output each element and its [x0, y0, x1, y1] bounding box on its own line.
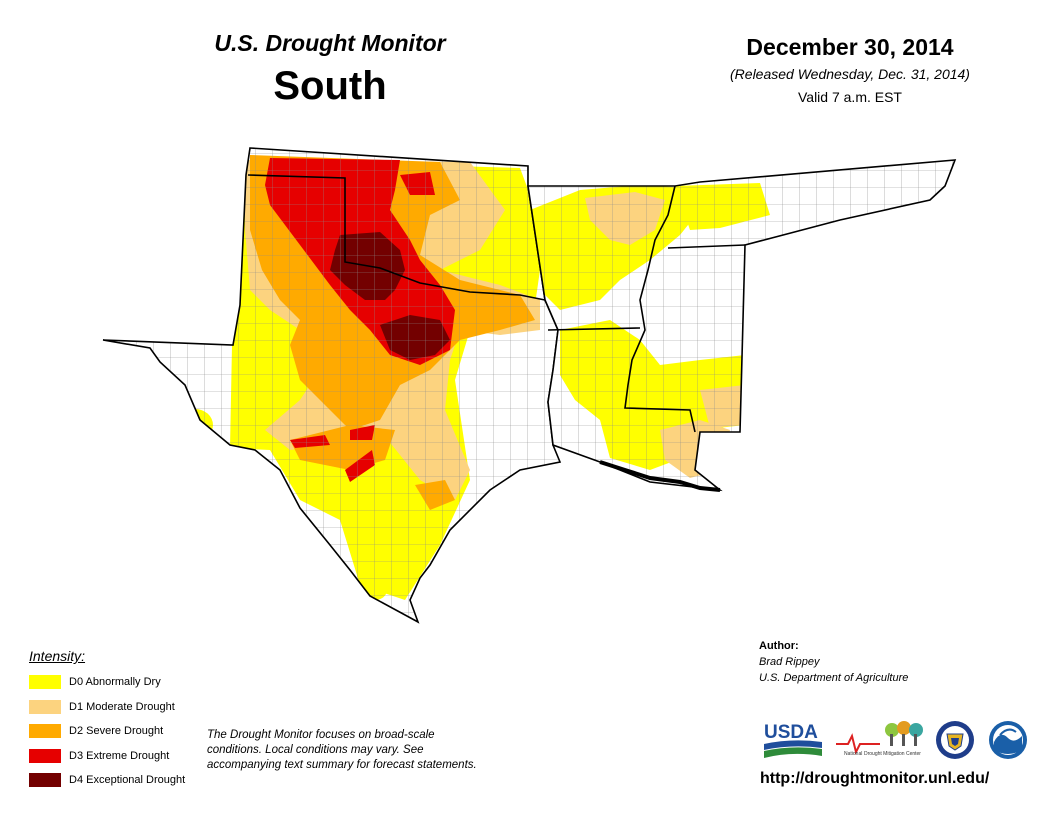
- release-date: (Released Wednesday, Dec. 31, 2014): [730, 66, 970, 82]
- drought-map: [102, 147, 957, 624]
- legend-item-d3: D3 Extreme Drought: [29, 748, 169, 764]
- website-link[interactable]: http://droughtmonitor.unl.edu/: [760, 770, 990, 787]
- legend-item-d2: D2 Severe Drought: [29, 723, 163, 739]
- usda-logo-text: USDA: [764, 722, 818, 743]
- author-name: Brad Rippey: [759, 656, 820, 668]
- ndmc-logo-text-2: Drought Mitigation Center: [864, 751, 921, 757]
- noaa-logo: [989, 721, 1027, 759]
- legend-label-d0: D0 Abnormally Dry: [69, 676, 161, 688]
- legend-swatch-d4: [29, 773, 61, 787]
- disclaimer-note: The Drought Monitor focuses on broad-sca…: [207, 729, 477, 771]
- legend-swatch-d2: [29, 724, 61, 738]
- ndmc-logo: National Drought Mitigation Center: [836, 721, 923, 757]
- usda-logo: USDA: [764, 722, 822, 758]
- commerce-seal-logo: [936, 721, 974, 759]
- legend-swatch-d1: [29, 700, 61, 714]
- legend-swatch-d0: [29, 675, 61, 689]
- legend-label-d2: D2 Severe Drought: [69, 725, 164, 737]
- valid-time: Valid 7 a.m. EST: [797, 89, 902, 105]
- legend-item-d4: D4 Exceptional Drought: [29, 772, 185, 788]
- ndmc-logo-text-1: National: [844, 751, 862, 757]
- author-label: Author:: [759, 640, 799, 652]
- legend-label-d3: D3 Extreme Drought: [69, 750, 170, 762]
- legend-item-d1: D1 Moderate Drought: [29, 699, 175, 715]
- legend-label-d4: D4 Exceptional Drought: [69, 774, 186, 786]
- region-title: South: [273, 64, 387, 108]
- author-org: U.S. Department of Agriculture: [759, 672, 909, 684]
- map-date: December 30, 2014: [746, 34, 954, 60]
- legend-item-d0: D0 Abnormally Dry: [29, 674, 161, 690]
- legend-swatch-d3: [29, 749, 61, 763]
- product-title: U.S. Drought Monitor: [214, 30, 446, 56]
- legend-heading: Intensity:: [29, 648, 86, 664]
- legend-label-d1: D1 Moderate Drought: [69, 701, 175, 713]
